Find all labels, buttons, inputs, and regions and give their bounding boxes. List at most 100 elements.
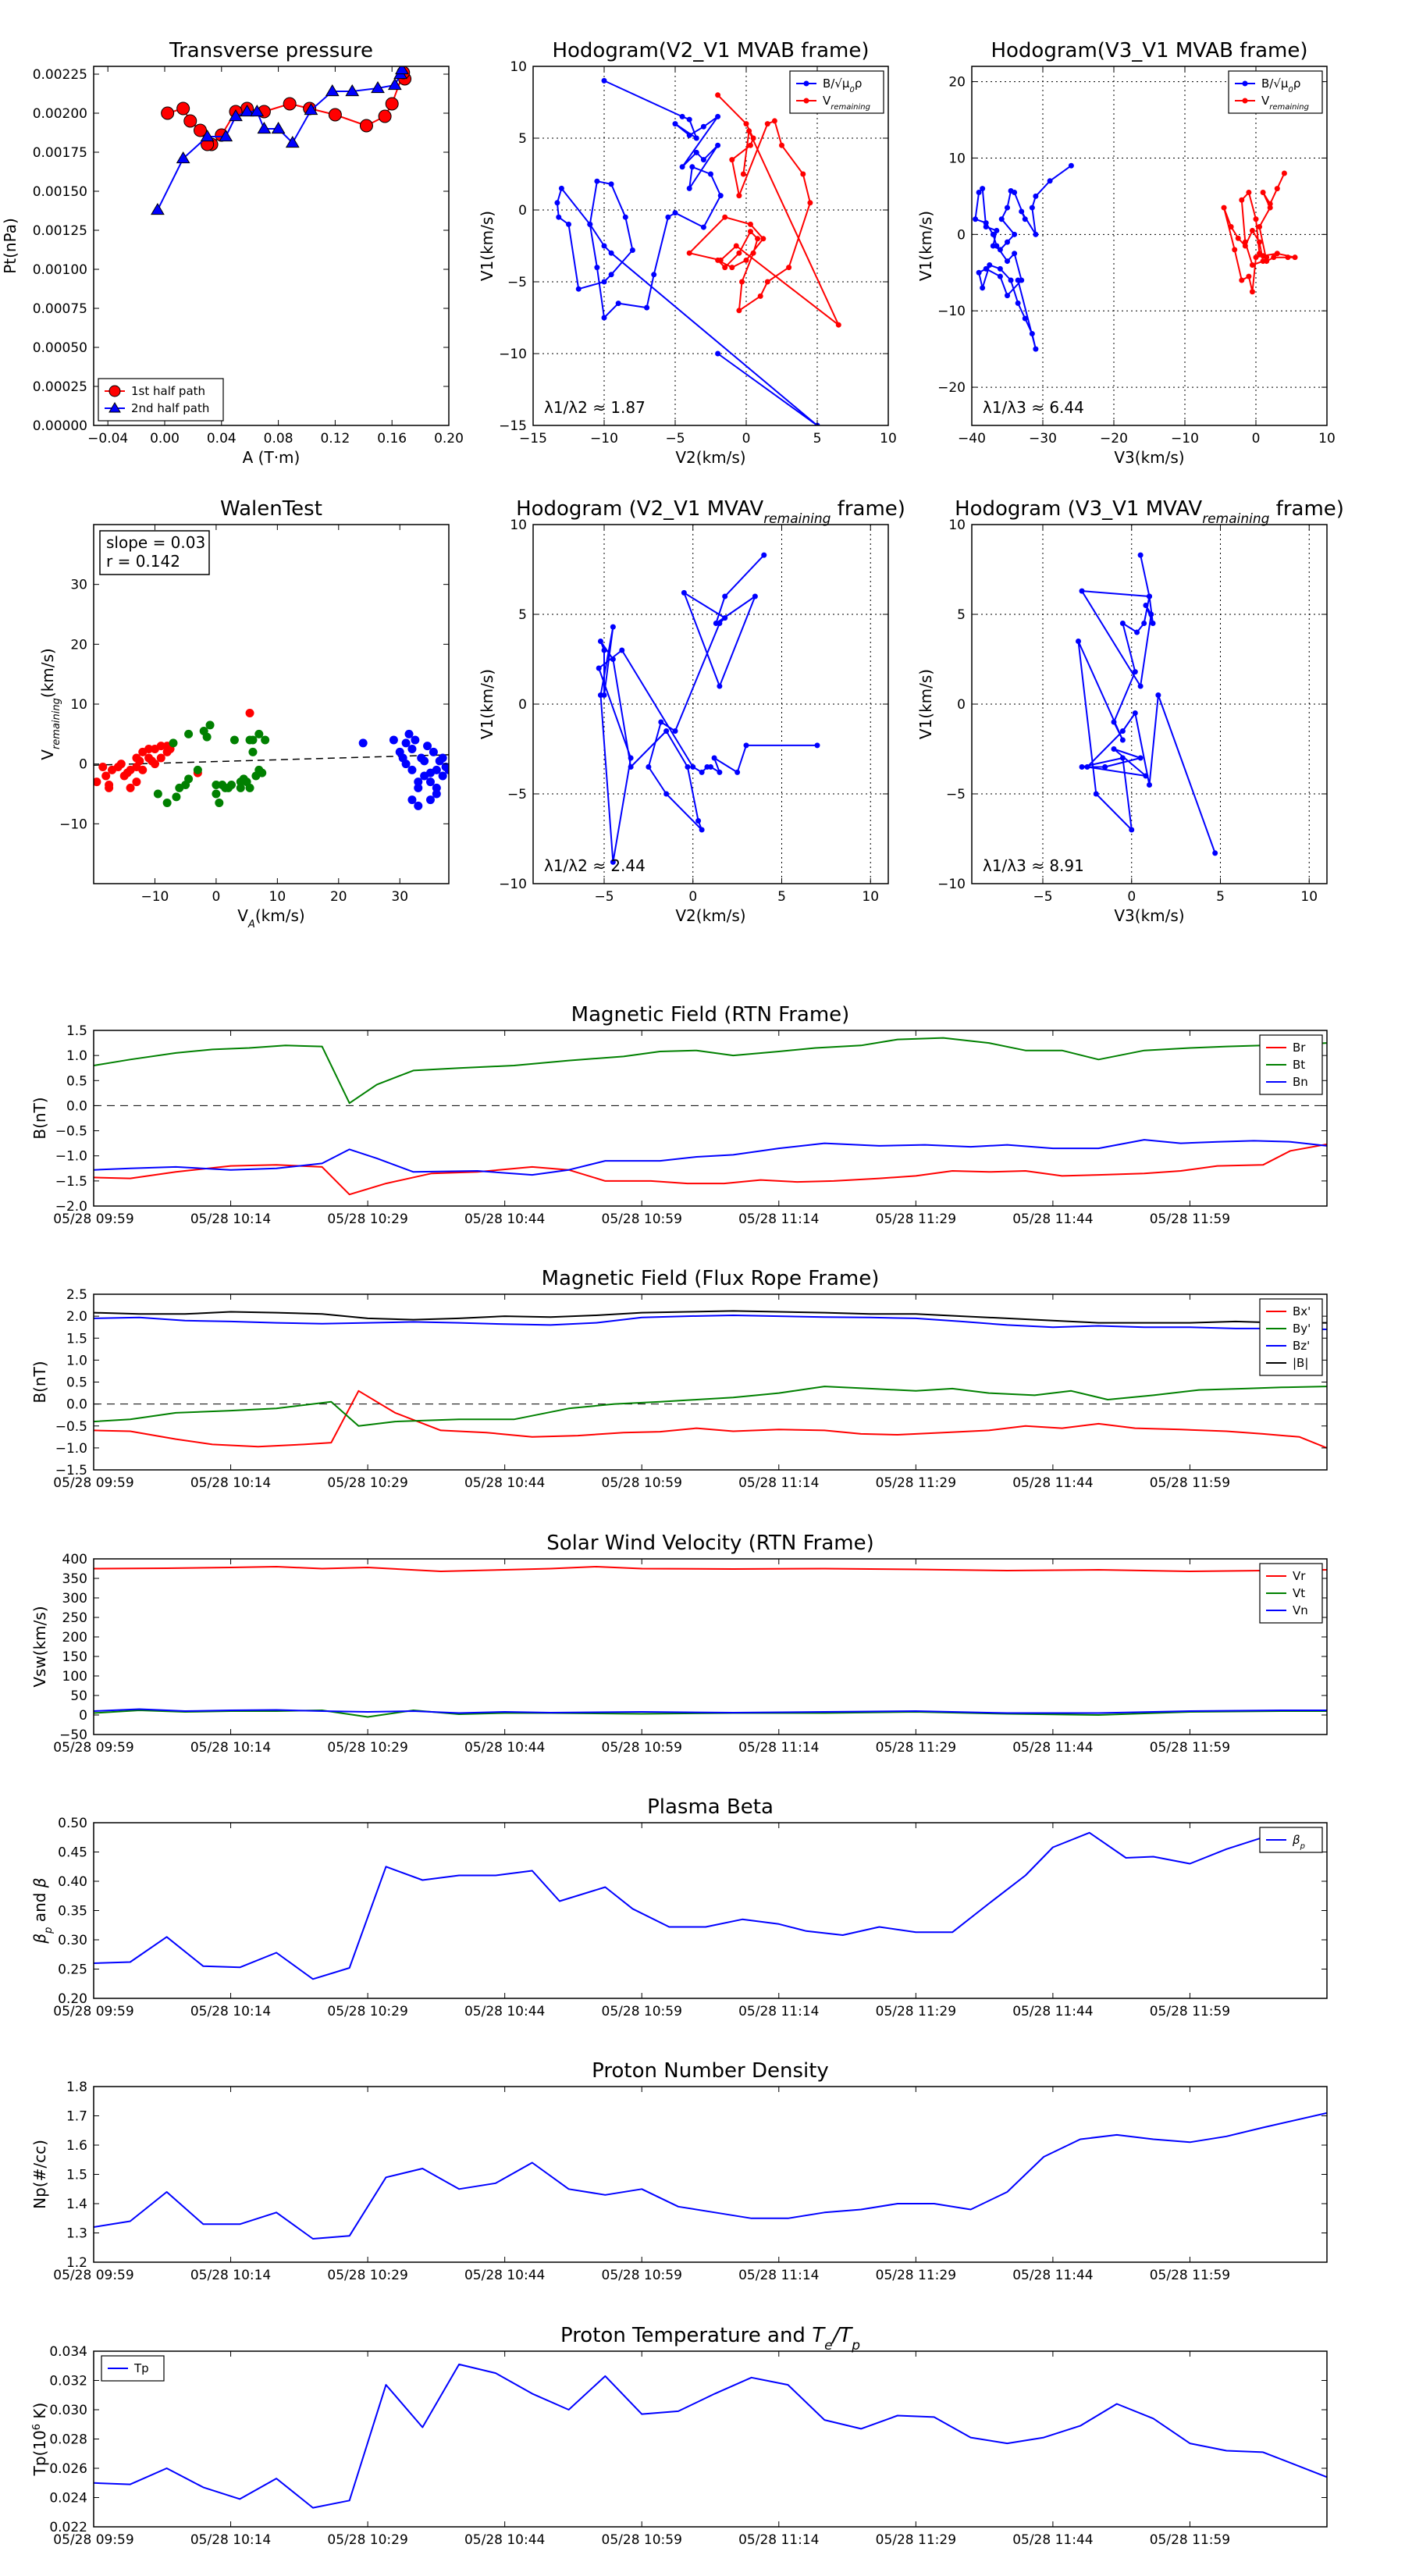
series-group [1076, 552, 1218, 856]
data-point [601, 77, 607, 84]
data-point [1155, 692, 1161, 698]
eigenvalue-ratio-label: λ1/λ3 ≈ 6.44 [983, 398, 1084, 417]
series-line-p [94, 1831, 1264, 1980]
data-point [693, 135, 699, 141]
y-tick-label: 30 [70, 578, 87, 593]
data-point [245, 709, 254, 717]
y-tick-label: 0.0 [66, 1397, 87, 1413]
data-point [438, 753, 447, 763]
data-point [700, 224, 706, 230]
data-point [123, 768, 132, 777]
data-point [695, 818, 702, 824]
plot-frame [532, 66, 889, 426]
data-point [138, 765, 148, 774]
data-point [757, 293, 763, 299]
data-point [1242, 243, 1248, 249]
x-tick-label: 05/28 11:29 [876, 2268, 956, 2283]
data-point [715, 92, 721, 98]
x-tick-label: 05/28 11:44 [1012, 1740, 1093, 1756]
y-tick-label: 10 [948, 151, 966, 166]
y-tick-label: 0 [957, 227, 966, 243]
data-point [1246, 189, 1252, 195]
data-point [144, 745, 154, 753]
data-point [681, 589, 687, 596]
data-point [699, 769, 705, 775]
chart-title: Hodogram (V2_V1 MVAVremaining frame) [516, 497, 905, 527]
data-point [1008, 188, 1014, 194]
data-point [151, 203, 165, 215]
data-point [998, 216, 1005, 222]
data-point [261, 735, 270, 745]
y-tick-label: 1.2 [66, 2255, 87, 2271]
data-point [172, 792, 181, 802]
y-tick-label: 10 [70, 697, 87, 713]
data-point [401, 738, 411, 748]
data-point [1260, 189, 1266, 195]
data-point [699, 827, 705, 833]
data-point [1029, 331, 1035, 337]
data-point [205, 720, 215, 730]
data-point [601, 279, 607, 285]
data-point [566, 221, 571, 227]
plot-frame [93, 1293, 1328, 1471]
data-point [212, 789, 221, 799]
eigenvalue-ratio-label: λ1/λ2 ≈ 2.44 [544, 856, 646, 875]
y-tick-label: −0.5 [55, 1419, 87, 1435]
data-point [646, 764, 652, 770]
data-point [644, 304, 650, 311]
data-point [1022, 216, 1028, 222]
x-tick-label: 05/28 11:44 [1012, 2532, 1093, 2548]
data-point [432, 765, 441, 774]
series-group [554, 77, 841, 425]
data-point [414, 783, 423, 792]
y-axis-label: V1(km/s) [478, 669, 496, 739]
legend: 1st half path 2nd half path [98, 378, 224, 422]
data-point [575, 286, 582, 292]
data-point [760, 236, 767, 242]
y-tick-label: 400 [62, 1552, 87, 1567]
x-tick-label: −10 [141, 889, 169, 905]
data-point [610, 624, 616, 630]
x-axis-label: V2(km/s) [675, 906, 745, 925]
legend-marker [108, 385, 121, 397]
legend-marker [1242, 98, 1248, 104]
data-point [1015, 277, 1021, 283]
data-point [700, 157, 706, 163]
legend-label: Vn [1293, 1603, 1308, 1617]
data-point [1285, 254, 1291, 261]
x-tick-label: −40 [958, 431, 986, 447]
data-point [1137, 755, 1144, 761]
chart-title: Magnetic Field (Flux Rope Frame) [542, 1267, 880, 1290]
series-line-bx [94, 1389, 1327, 1449]
series-group [94, 1310, 1327, 1449]
data-point [1111, 746, 1117, 752]
data-point [1111, 719, 1117, 725]
data-point [994, 227, 1000, 233]
series-line-vn [94, 1708, 1327, 1714]
data-point [743, 257, 749, 263]
x-tick-label: 0 [212, 889, 220, 905]
x-tick-label: −10 [1171, 431, 1199, 447]
y-tick-label: −5 [946, 787, 966, 802]
data-point [608, 272, 614, 278]
x-tick-label: 05/28 11:29 [876, 1475, 956, 1491]
legend-marker [803, 80, 809, 87]
data-point [1005, 293, 1010, 299]
y-tick-label: 0.00075 [33, 301, 87, 317]
data-point [973, 216, 979, 222]
legend-marker [803, 98, 809, 104]
data-point [736, 193, 742, 199]
data-point [717, 683, 723, 689]
y-tick-label: 0.030 [49, 2403, 87, 2418]
data-point [1228, 224, 1234, 230]
data-point [105, 783, 114, 792]
data-point [597, 639, 603, 644]
plot-frame [93, 66, 450, 426]
x-tick-label: 05/28 11:14 [738, 1212, 819, 1227]
series-group [94, 1566, 1327, 1718]
y-tick-label: 0.00100 [33, 262, 87, 278]
data-point [755, 236, 761, 242]
y-axis-label: V1(km/s) [916, 669, 935, 739]
y-axis-label: Tp(106 K) [30, 2403, 49, 2477]
